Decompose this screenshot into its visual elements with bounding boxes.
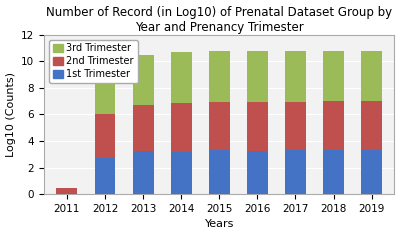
- Bar: [323, 101, 344, 150]
- Bar: [323, 150, 344, 194]
- Bar: [323, 51, 344, 101]
- Bar: [171, 103, 192, 152]
- Bar: [247, 102, 268, 151]
- Bar: [94, 68, 116, 114]
- Bar: [133, 151, 154, 194]
- Bar: [171, 52, 192, 103]
- Bar: [94, 114, 116, 158]
- Bar: [361, 101, 382, 150]
- Bar: [133, 105, 154, 151]
- Bar: [94, 158, 116, 194]
- Bar: [285, 51, 306, 102]
- Bar: [247, 51, 268, 102]
- Bar: [209, 150, 230, 194]
- Y-axis label: Log10 (Counts): Log10 (Counts): [6, 72, 16, 157]
- Bar: [56, 188, 78, 194]
- Bar: [361, 51, 382, 101]
- Title: Number of Record (in Log10) of Prenatal Dataset Group by
Year and Prenancy Trime: Number of Record (in Log10) of Prenatal …: [46, 6, 392, 34]
- Bar: [285, 102, 306, 150]
- Legend: 3rd Trimester, 2nd Trimester, 1st Trimester: 3rd Trimester, 2nd Trimester, 1st Trimes…: [49, 39, 138, 83]
- Bar: [247, 151, 268, 194]
- Bar: [361, 150, 382, 194]
- Bar: [171, 152, 192, 194]
- X-axis label: Years: Years: [204, 219, 234, 229]
- Bar: [285, 150, 306, 194]
- Bar: [209, 102, 230, 150]
- Bar: [133, 55, 154, 105]
- Bar: [209, 51, 230, 102]
